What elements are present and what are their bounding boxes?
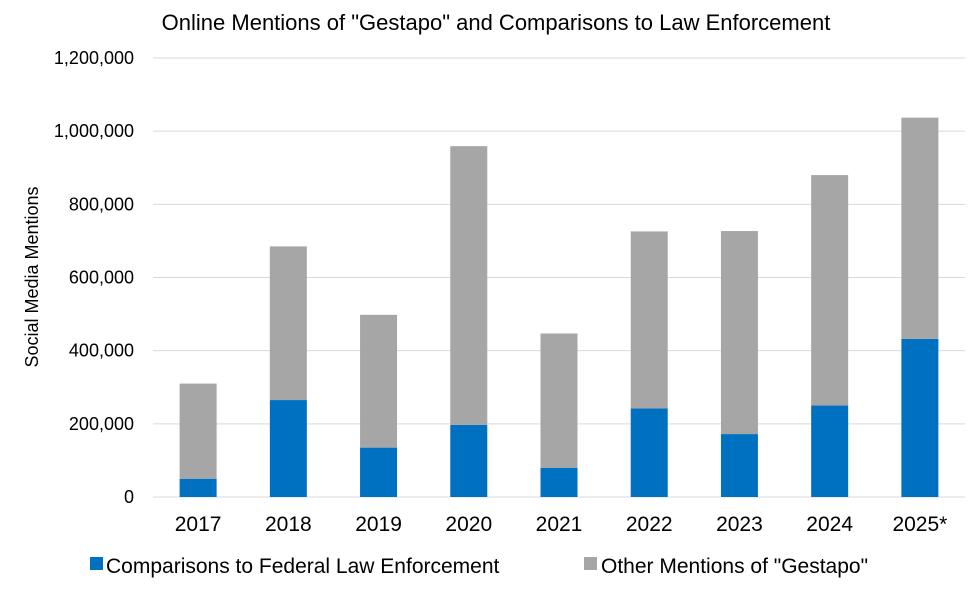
chart-title: Online Mentions of "Gestapo" and Compari…	[162, 10, 831, 35]
bar-2017-comparisons	[179, 478, 217, 497]
x-axis-ticks: 2017 2018 2019 2020 2021 2022 2023 2024 2025*	[175, 513, 948, 536]
bar-2020-other-mentions	[450, 146, 488, 425]
legend: Comparisons to Federal Law Enforcement O…	[90, 555, 868, 578]
y-tick-label: 600,000	[69, 268, 134, 288]
y-tick-label: 800,000	[69, 194, 134, 214]
x-tick-label: 2017	[175, 513, 222, 536]
x-tick-label: 2019	[355, 513, 402, 536]
y-tick-label: 0	[124, 487, 134, 507]
x-tick-label: 2024	[806, 513, 853, 536]
bar-2021-comparisons	[540, 467, 578, 497]
y-tick-label: 400,000	[69, 341, 134, 361]
x-tick-label: 2022	[626, 513, 673, 536]
bar-2018-comparisons	[269, 400, 307, 497]
bar-2022-comparisons	[630, 408, 668, 497]
bar-2022-other-mentions	[630, 231, 668, 409]
bar-2025-comparisons	[901, 338, 939, 497]
bar-2024-other-mentions	[811, 175, 849, 406]
legend-label-other-mentions: Other Mentions of "Gestapo"	[601, 555, 868, 578]
x-tick-label: 2020	[445, 513, 492, 536]
x-tick-label: 2025*	[892, 513, 947, 536]
y-tick-label: 1,200,000	[54, 48, 134, 68]
bar-2019-other-mentions	[360, 314, 398, 448]
x-tick-label: 2023	[716, 513, 763, 536]
bar-2020-comparisons	[450, 424, 488, 497]
bar-2025-other-mentions	[901, 117, 939, 339]
bars	[179, 117, 939, 497]
bar-2023-other-mentions	[720, 231, 758, 435]
y-tick-label: 1,000,000	[54, 121, 134, 141]
bar-2018-other-mentions	[269, 246, 307, 401]
legend-swatch-comparisons	[90, 557, 103, 570]
x-tick-label: 2018	[265, 513, 312, 536]
bar-2021-other-mentions	[540, 333, 578, 468]
bar-2023-comparisons	[720, 434, 758, 497]
y-axis-label: Social Media Mentions	[22, 186, 42, 367]
x-tick-label: 2021	[536, 513, 583, 536]
y-axis-ticks: 0 200,000 400,000 600,000 800,000 1,000,000 1,…	[54, 48, 134, 507]
bar-2017-other-mentions	[179, 383, 217, 479]
y-tick-label: 200,000	[69, 414, 134, 434]
legend-swatch-other-mentions	[584, 557, 597, 570]
bar-2019-comparisons	[360, 447, 398, 497]
bar-2024-comparisons	[811, 405, 849, 497]
legend-label-comparisons: Comparisons to Federal Law Enforcement	[106, 555, 500, 578]
